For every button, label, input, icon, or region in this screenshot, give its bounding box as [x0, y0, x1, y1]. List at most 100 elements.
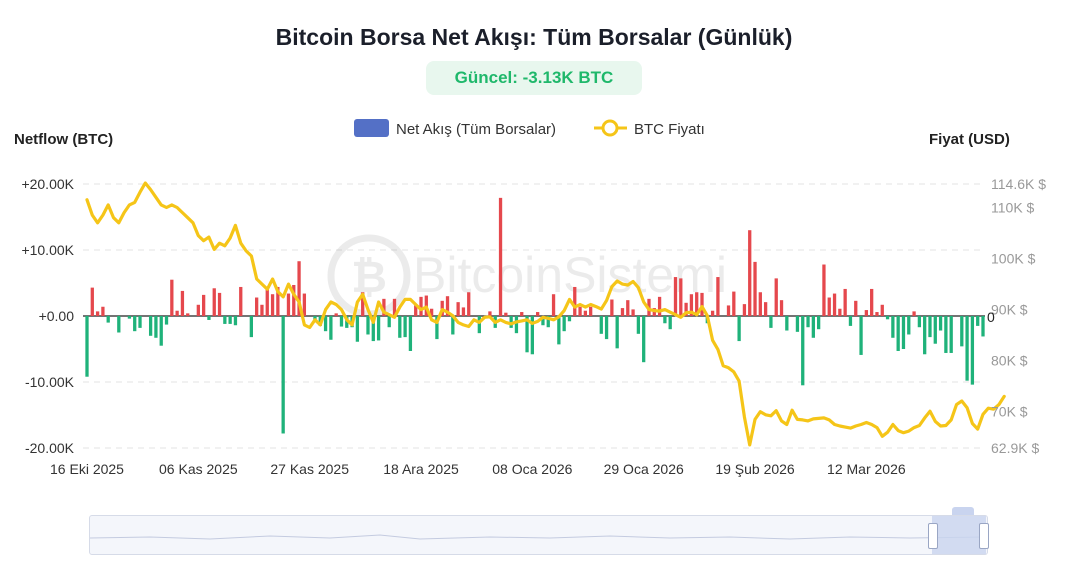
legend-price-label[interactable]: BTC Fiyatı: [634, 121, 705, 138]
netflow-bar[interactable]: [180, 290, 185, 316]
netflow-bar[interactable]: [520, 312, 524, 316]
netflow-bar[interactable]: [435, 316, 439, 340]
netflow-bar[interactable]: [626, 300, 630, 316]
netflow-bar[interactable]: [329, 316, 333, 340]
legend-netflow-label[interactable]: Net Akış (Tüm Borsalar): [396, 121, 556, 138]
netflow-bar[interactable]: [514, 316, 519, 334]
netflow-bar[interactable]: [785, 316, 789, 331]
netflow-bar[interactable]: [148, 316, 153, 336]
netflow-bar[interactable]: [859, 316, 863, 355]
netflow-bar[interactable]: [716, 277, 720, 316]
netflow-bar[interactable]: [233, 316, 238, 326]
netflow-bar[interactable]: [774, 278, 778, 316]
netflow-bar[interactable]: [965, 316, 969, 381]
netflow-bar[interactable]: [366, 316, 370, 335]
zoom-navigator[interactable]: [89, 507, 989, 555]
navigator-right-handle[interactable]: [979, 523, 989, 549]
netflow-bar[interactable]: [663, 316, 667, 324]
netflow-bar[interactable]: [779, 300, 784, 316]
legend-price-swatch-marker[interactable]: [601, 119, 619, 137]
netflow-bar[interactable]: [726, 305, 731, 316]
legend-netflow-swatch[interactable]: [354, 119, 389, 137]
netflow-bar[interactable]: [546, 316, 550, 328]
netflow-bar[interactable]: [928, 316, 932, 338]
netflow-bar[interactable]: [551, 294, 556, 316]
netflow-bar[interactable]: [848, 316, 853, 326]
netflow-bar[interactable]: [339, 316, 344, 327]
netflow-bar[interactable]: [334, 313, 338, 316]
netflow-bar[interactable]: [90, 287, 94, 316]
netflow-bar[interactable]: [509, 316, 513, 328]
netflow-bar[interactable]: [85, 316, 89, 377]
netflow-bar[interactable]: [196, 304, 200, 316]
netflow-bar[interactable]: [217, 292, 222, 316]
netflow-bar[interactable]: [912, 311, 916, 316]
netflow-bar[interactable]: [589, 306, 593, 316]
netflow-bar[interactable]: [297, 261, 301, 316]
netflow-bar[interactable]: [578, 306, 582, 316]
netflow-bar[interactable]: [504, 312, 508, 316]
netflow-bar[interactable]: [392, 298, 397, 316]
netflow-bar[interactable]: [541, 316, 545, 326]
netflow-bar[interactable]: [684, 302, 688, 316]
netflow-bar[interactable]: [689, 294, 694, 316]
netflow-bar[interactable]: [207, 316, 211, 320]
netflow-bar[interactable]: [276, 286, 280, 316]
netflow-bar[interactable]: [456, 302, 460, 316]
netflow-bar[interactable]: [249, 316, 253, 338]
netflow-bar[interactable]: [260, 304, 264, 316]
netflow-bar[interactable]: [223, 316, 227, 324]
netflow-bar[interactable]: [620, 308, 625, 316]
navigator-left-handle[interactable]: [928, 523, 938, 549]
netflow-bar[interactable]: [270, 294, 275, 316]
netflow-bar[interactable]: [536, 312, 540, 316]
netflow-bar[interactable]: [748, 230, 752, 316]
netflow-bar[interactable]: [668, 316, 672, 330]
netflow-bar[interactable]: [610, 299, 614, 317]
netflow-bar[interactable]: [604, 316, 609, 340]
netflow-bar[interactable]: [843, 288, 847, 316]
netflow-bar[interactable]: [498, 197, 503, 316]
netflow-bar[interactable]: [811, 316, 815, 338]
netflow-bar[interactable]: [695, 292, 699, 316]
netflow-bar[interactable]: [732, 291, 736, 316]
netflow-bar[interactable]: [875, 312, 879, 316]
netflow-bar[interactable]: [403, 316, 407, 338]
netflow-bar[interactable]: [228, 316, 232, 324]
netflow-bar[interactable]: [864, 310, 869, 316]
netflow-bar[interactable]: [901, 316, 906, 349]
navigator-drag-grip[interactable]: [952, 507, 974, 515]
netflow-bar[interactable]: [949, 316, 953, 353]
netflow-bar[interactable]: [106, 316, 110, 323]
netflow-bar[interactable]: [573, 286, 577, 316]
netflow-bar[interactable]: [907, 316, 911, 335]
netflow-bar[interactable]: [822, 264, 826, 316]
netflow-bar[interactable]: [445, 296, 450, 316]
netflow-bar[interactable]: [763, 302, 768, 316]
netflow-bar[interactable]: [832, 293, 837, 316]
netflow-bar[interactable]: [387, 316, 391, 328]
netflow-bar[interactable]: [960, 316, 964, 347]
netflow-bar[interactable]: [488, 311, 492, 316]
legend[interactable]: Net Akış (Tüm Borsalar) BTC Fiyatı: [354, 119, 705, 138]
netflow-bar[interactable]: [133, 316, 137, 332]
netflow-bar[interactable]: [806, 316, 810, 328]
netflow-bar[interactable]: [419, 296, 423, 316]
netflow-bar[interactable]: [870, 288, 874, 316]
netflow-bar[interactable]: [795, 316, 800, 332]
netflow-bar[interactable]: [710, 310, 715, 316]
netflow-bar[interactable]: [981, 316, 985, 337]
netflow-bar[interactable]: [944, 316, 948, 353]
netflow-bar[interactable]: [737, 316, 741, 342]
netflow-bar[interactable]: [801, 316, 805, 386]
netflow-bar[interactable]: [917, 316, 922, 328]
netflow-bar[interactable]: [976, 316, 980, 326]
netflow-bar[interactable]: [854, 300, 858, 316]
netflow-bar[interactable]: [398, 316, 402, 338]
netflow-bar[interactable]: [117, 316, 121, 333]
netflow-bar[interactable]: [742, 304, 747, 316]
netflow-bar[interactable]: [679, 278, 683, 316]
netflow-bar[interactable]: [923, 316, 927, 355]
netflow-bar[interactable]: [286, 293, 291, 316]
navigator-selection[interactable]: [932, 516, 986, 554]
